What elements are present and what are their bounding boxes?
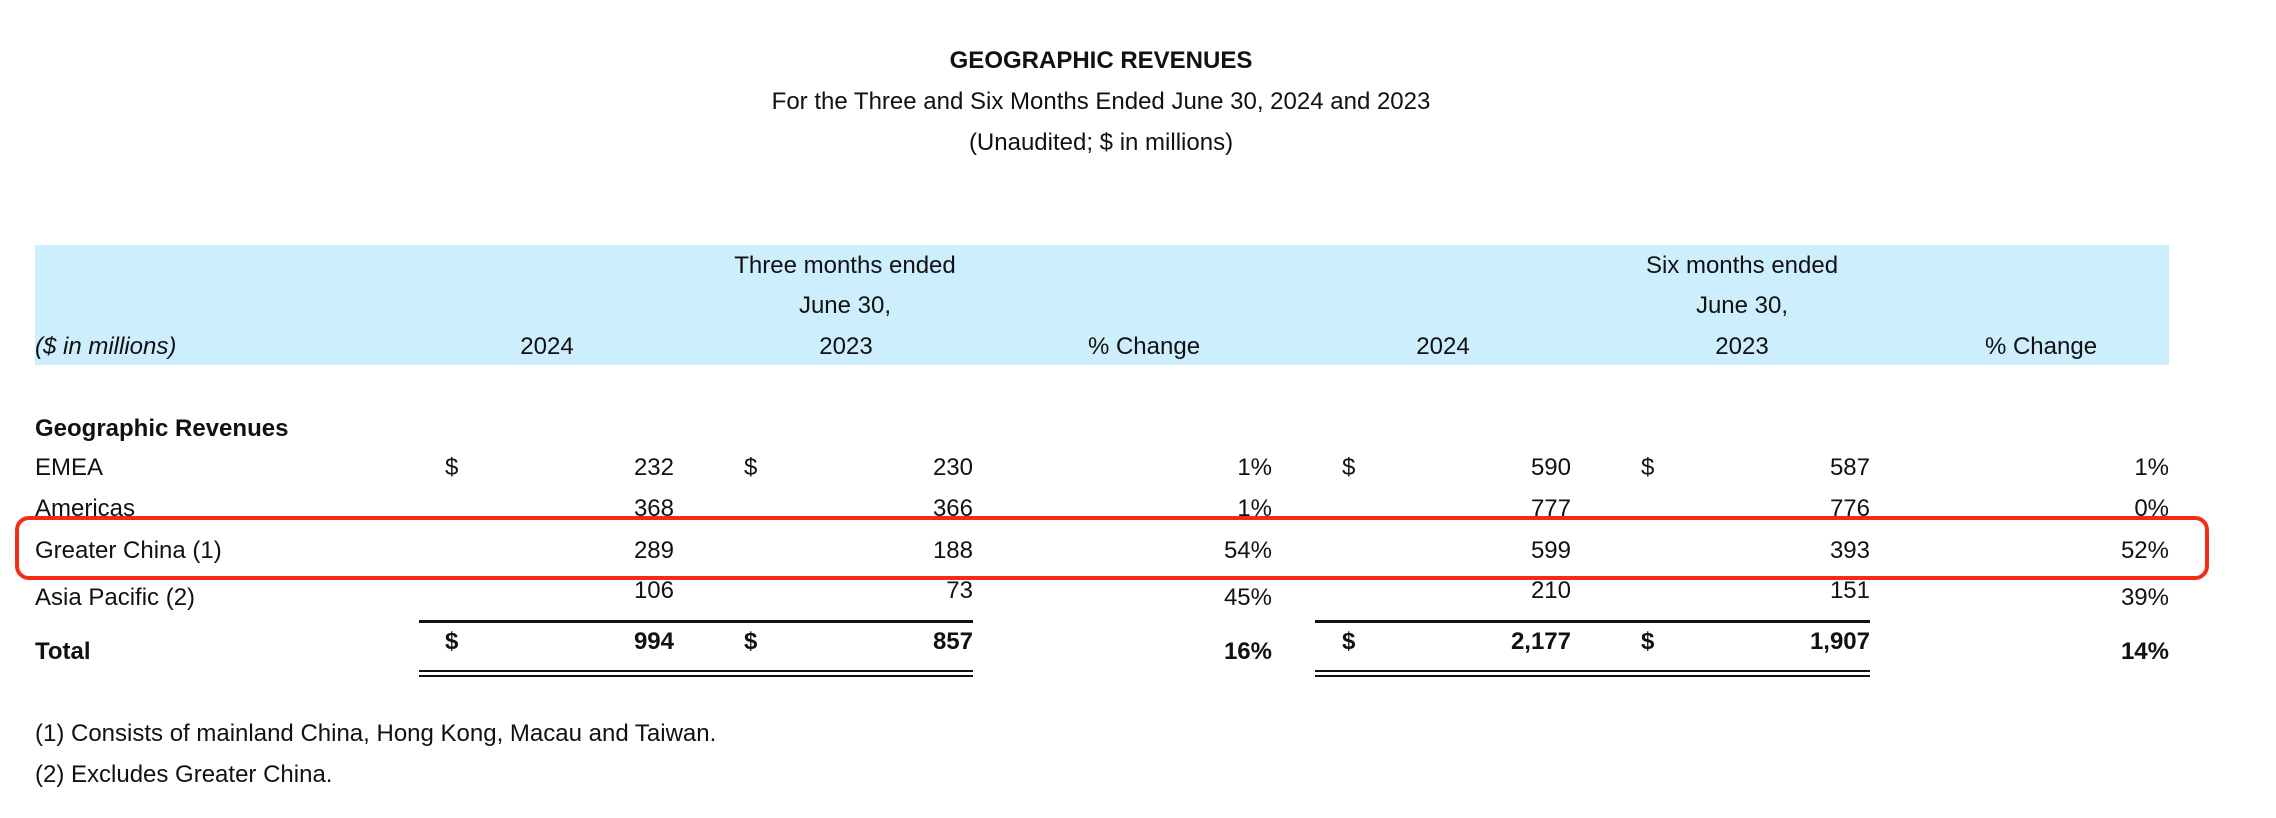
currency-sign: $	[1342, 628, 1356, 655]
row-label: Asia Pacific (2)	[35, 584, 196, 611]
total-s2023: 1,907	[1809, 628, 1870, 655]
cell-s-change: 52%	[2120, 537, 2169, 564]
total-q2024: 994	[633, 628, 674, 655]
double-rule	[419, 670, 973, 672]
section-label: Geographic Revenues	[35, 415, 289, 442]
highlight-box	[15, 516, 2209, 580]
report-title: GEOGRAPHIC REVENUES	[949, 47, 1253, 74]
cell-s2023: 587	[1829, 454, 1870, 481]
total-label: Total	[35, 638, 91, 665]
cell-s2024: 590	[1530, 454, 1571, 481]
cell-q2023: 73	[946, 577, 973, 604]
total-s-change: 14%	[2120, 638, 2169, 665]
col-s-change: % Change	[1984, 333, 2098, 360]
cell-q-change: 54%	[1223, 537, 1272, 564]
cell-q2023: 230	[932, 454, 973, 481]
header-band	[35, 245, 2169, 365]
subtotal-rule	[419, 620, 973, 623]
cell-s2024: 210	[1530, 577, 1571, 604]
double-rule	[1315, 670, 1870, 672]
footnote-1: (1) Consists of mainland China, Hong Kon…	[35, 720, 717, 747]
currency-sign: $	[744, 454, 758, 481]
units-label: ($ in millions)	[35, 333, 177, 360]
row-label: EMEA	[35, 454, 104, 481]
double-rule	[419, 675, 973, 677]
col-s2024: 2024	[1416, 333, 1470, 360]
currency-sign: $	[1342, 454, 1356, 481]
cell-q-change: 1%	[1237, 454, 1272, 481]
cell-q-change: 45%	[1223, 584, 1272, 611]
currency-sign: $	[1641, 454, 1655, 481]
cell-s-change: 39%	[2120, 584, 2169, 611]
cell-q2024: 106	[633, 577, 674, 604]
cell-q2024: 289	[633, 537, 674, 564]
col-q2023: 2023	[819, 333, 873, 360]
row-label: Greater China (1)	[35, 537, 222, 564]
total-q2023: 857	[932, 628, 973, 655]
cell-s2023: 151	[1829, 577, 1870, 604]
cell-s2024: 599	[1530, 537, 1571, 564]
cell-s-change: 1%	[2134, 454, 2169, 481]
cell-q2023: 188	[932, 537, 973, 564]
col-q2024: 2024	[520, 333, 574, 360]
report-subtitle-units: (Unaudited; $ in millions)	[968, 129, 1234, 156]
footnote-2: (2) Excludes Greater China.	[35, 761, 333, 788]
three-months-date: June 30,	[798, 292, 892, 319]
double-rule	[1315, 675, 1870, 677]
col-s2023: 2023	[1715, 333, 1769, 360]
currency-sign: $	[744, 628, 758, 655]
subtotal-rule	[1315, 620, 1870, 623]
six-months-date: June 30,	[1695, 292, 1789, 319]
total-s2024: 2,177	[1510, 628, 1571, 655]
cell-s2023: 393	[1829, 537, 1870, 564]
col-q-change: % Change	[1087, 333, 1201, 360]
currency-sign: $	[445, 454, 459, 481]
cell-q2024: 232	[633, 454, 674, 481]
six-months-header: Six months ended	[1645, 252, 1839, 279]
currency-sign: $	[445, 628, 459, 655]
three-months-header: Three months ended	[734, 252, 956, 279]
currency-sign: $	[1641, 628, 1655, 655]
total-q-change: 16%	[1223, 638, 1272, 665]
report-subtitle: For the Three and Six Months Ended June …	[771, 88, 1431, 115]
